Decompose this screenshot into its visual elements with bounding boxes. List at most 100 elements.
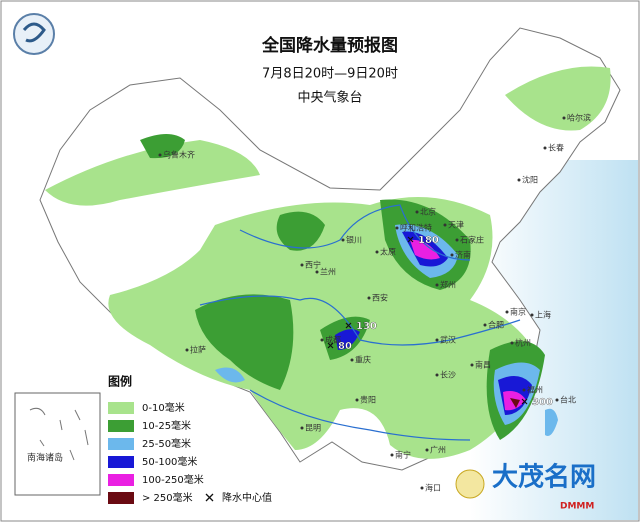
center-cross	[345, 322, 352, 329]
city-dot	[375, 250, 379, 254]
city-dot	[455, 238, 459, 242]
city-dot	[443, 223, 447, 227]
legend-label: 100-250毫米	[142, 473, 204, 486]
city-dot	[435, 338, 439, 342]
city-label: 南宁	[395, 450, 411, 460]
city-label: 南京	[510, 307, 526, 317]
inset-box	[14, 392, 101, 496]
city-label: 郑州	[440, 280, 456, 290]
city-dot	[530, 313, 534, 317]
center-cross	[521, 398, 528, 405]
city-label: 重庆	[355, 355, 371, 365]
city-dot	[300, 263, 304, 267]
legend-title: 图例	[108, 374, 132, 389]
city-label: 昆明	[305, 424, 321, 433]
city-dot	[543, 146, 547, 150]
legend-label: 25-50毫米	[142, 437, 191, 450]
city-dot	[350, 358, 354, 362]
city-label: 广州	[430, 445, 446, 455]
city-label: 呼和浩特	[400, 223, 432, 233]
city-dot	[435, 283, 439, 287]
source: 中央气象台	[297, 90, 362, 106]
center-symbol	[205, 493, 214, 502]
city-dot	[470, 363, 474, 367]
city-label: 南昌	[475, 360, 491, 370]
city-dot	[562, 116, 566, 120]
city-dot	[390, 453, 394, 457]
city-label: 成都	[325, 335, 341, 345]
center-value: 80	[338, 341, 352, 352]
legend-swatch	[108, 420, 134, 432]
city-label: 石家庄	[460, 235, 484, 245]
city-dot	[483, 323, 487, 327]
city-dot	[510, 341, 514, 345]
legend-label: > 250毫米	[142, 491, 193, 504]
city-dot	[415, 210, 419, 214]
city-label: 兰州	[320, 267, 336, 277]
city-label: 沈阳	[522, 175, 538, 185]
city-label: 台北	[560, 395, 576, 405]
city-label: 天津	[448, 220, 464, 230]
city-dot	[367, 296, 371, 300]
city-dot	[395, 226, 399, 230]
legend-swatch	[108, 456, 134, 468]
city-label: 济南	[455, 250, 471, 260]
city-dot	[320, 338, 324, 342]
city-label: 上海	[535, 310, 551, 320]
city-dot	[420, 486, 424, 490]
city-dot	[315, 270, 319, 274]
city-dot	[355, 398, 359, 402]
city-label: 哈尔滨	[567, 113, 591, 123]
legend-label: 50-100毫米	[142, 455, 197, 468]
city-label: 杭州	[515, 338, 531, 348]
period: 7月8日20时—9日20时	[262, 67, 398, 82]
legend: 0-10毫米 10-25毫米 25-50毫米 50-100毫米 100-250毫米 > 2…	[108, 401, 272, 504]
legend-label: 10-25毫米	[142, 419, 191, 432]
city-dot	[517, 178, 521, 182]
center-cross	[407, 236, 414, 243]
logo	[13, 13, 55, 55]
legend-label: 0-10毫米	[142, 401, 185, 414]
watermark-url: DMMM	[560, 502, 594, 512]
city-label: 武汉	[440, 335, 456, 345]
rain-centers: 180 130 80 300	[327, 235, 553, 408]
center-cross	[327, 342, 334, 349]
city-dot	[435, 373, 439, 377]
center-value: 180	[418, 235, 439, 246]
center-value: 130	[356, 321, 377, 332]
city-dot	[555, 398, 559, 402]
city-label: 拉萨	[190, 345, 206, 355]
legend-swatch	[108, 402, 134, 414]
legend-swatch	[108, 492, 134, 504]
city-dot	[425, 448, 429, 452]
city-label: 合肥	[488, 320, 504, 330]
city-label: 西安	[372, 293, 388, 303]
center-value: 300	[532, 397, 553, 408]
city-label: 长沙	[440, 370, 456, 380]
city-label: 乌鲁木齐	[163, 150, 195, 160]
city-dot	[450, 253, 454, 257]
legend-center-label: 降水中心值	[222, 491, 272, 504]
city-label: 太原	[380, 247, 396, 257]
city-dot	[300, 426, 304, 430]
watermark-logo	[455, 469, 485, 499]
city-label: 福州	[527, 386, 543, 395]
city-dot	[505, 310, 509, 314]
inset-islands	[29, 407, 89, 461]
rivers	[199, 204, 521, 441]
city-label: 北京	[420, 207, 436, 217]
city-dot	[158, 153, 162, 157]
city-dot	[185, 348, 189, 352]
legend-swatch	[108, 474, 134, 486]
city-dot	[341, 238, 345, 242]
inset-label: 南海诸岛	[27, 452, 63, 464]
title: 全国降水量预报图	[261, 35, 398, 56]
city-label: 银川	[346, 235, 362, 245]
legend-swatch	[108, 438, 134, 450]
city-dot	[522, 388, 526, 392]
rain-areas	[45, 66, 611, 459]
logo-mark	[22, 22, 46, 43]
city-label: 长春	[548, 143, 564, 153]
